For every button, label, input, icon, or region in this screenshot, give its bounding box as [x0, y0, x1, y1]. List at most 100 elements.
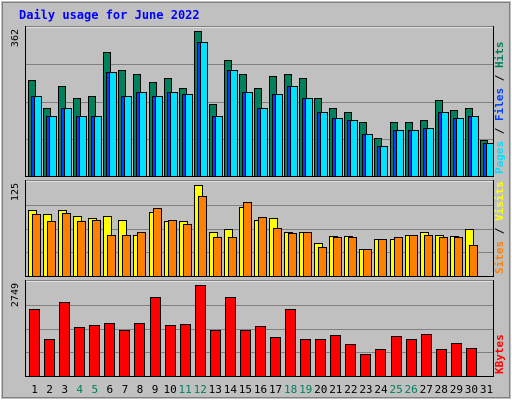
bar-kbytes [345, 344, 356, 377]
bar-pages [380, 146, 388, 177]
bar-sites [243, 202, 252, 277]
bar-sites [122, 235, 131, 277]
bar-kbytes [240, 330, 251, 377]
bar-sites [273, 228, 282, 277]
bar-pages [365, 134, 373, 177]
bar-sites [62, 213, 71, 277]
bar-sites [77, 221, 86, 277]
day-label: 4 [76, 383, 83, 396]
bar-kbytes [270, 337, 281, 377]
bar-sites [258, 217, 267, 277]
side-legend-middle: Sites / Visits [493, 181, 506, 274]
bar-sites [303, 232, 312, 277]
bar-pages [79, 116, 87, 177]
bar-sites [348, 237, 357, 277]
bar-pages [64, 108, 72, 177]
bar-kbytes [436, 349, 447, 377]
legend-sites: Sites [493, 241, 506, 274]
day-label: 14 [224, 383, 238, 396]
bar-pages [335, 118, 343, 177]
day-label: 5 [91, 383, 98, 396]
day-label: 22 [344, 383, 357, 396]
day-label: 13 [209, 383, 222, 396]
bar-kbytes [180, 324, 191, 377]
legend-kbytes: KBytes [493, 334, 506, 374]
day-label: 15 [239, 383, 252, 396]
bar-sites [333, 237, 342, 277]
bar-sites [107, 235, 116, 277]
bar-kbytes [391, 336, 402, 377]
bar-sites [378, 239, 387, 277]
bar-kbytes [225, 297, 236, 377]
day-label: 27 [420, 383, 433, 396]
legend-files: Files [493, 88, 506, 121]
bar-kbytes [330, 335, 341, 377]
panel-top: 362 Pages / Files / Hits [10, 26, 506, 177]
bar-pages [170, 92, 178, 177]
bar-kbytes [89, 325, 100, 377]
legend-hits: Hits [493, 42, 506, 69]
bar-kbytes [210, 330, 221, 377]
bar-pages [139, 92, 147, 177]
bar-pages [109, 72, 117, 177]
bar-pages [411, 130, 419, 177]
panel-bottom: 2749 KBytes [10, 280, 506, 377]
bar-sites [168, 220, 177, 277]
day-label: 26 [405, 383, 418, 396]
bar-sites [363, 249, 372, 277]
bar-kbytes [421, 334, 432, 377]
bar-sites [153, 208, 162, 277]
bar-sites [183, 224, 192, 277]
day-label: 8 [137, 383, 144, 396]
bar-kbytes [360, 354, 371, 377]
bar-pages [275, 94, 283, 177]
day-label: 9 [152, 383, 159, 396]
bar-pages [200, 42, 208, 177]
bar-pages [456, 118, 464, 177]
bar-kbytes [134, 323, 145, 377]
bar-kbytes [315, 339, 326, 377]
bar-sites [318, 247, 327, 277]
bar-sites [213, 237, 222, 277]
bar-sites [47, 221, 56, 277]
panel-middle: 125 Sites / Visits [10, 180, 506, 277]
bars-bottom [29, 285, 477, 377]
bar-kbytes [150, 297, 161, 377]
bar-kbytes [255, 326, 266, 377]
bar-pages [34, 96, 42, 177]
y-max-label: 362 [10, 29, 21, 47]
bar-sites [198, 196, 207, 277]
y-max-label: 2749 [10, 283, 21, 307]
bar-sites [137, 232, 146, 277]
bar-kbytes [451, 343, 462, 377]
bar-sites [439, 237, 448, 277]
bar-pages [185, 94, 193, 177]
bar-pages [94, 116, 102, 177]
bar-pages [230, 70, 238, 177]
bar-sites [454, 237, 463, 277]
day-label: 19 [299, 383, 312, 396]
bar-kbytes [300, 339, 311, 377]
side-legend-bottom: KBytes [493, 334, 506, 374]
bar-sites [394, 237, 403, 277]
bar-kbytes [44, 339, 55, 377]
bar-kbytes [74, 327, 85, 377]
day-label: 31 [480, 383, 493, 396]
bar-sites [288, 233, 297, 277]
chart-title: Daily usage for June 2022 [19, 8, 200, 22]
day-label: 20 [314, 383, 327, 396]
bar-pages [155, 96, 163, 177]
bar-pages [215, 116, 223, 177]
day-label: 21 [329, 383, 342, 396]
day-label: 18 [284, 383, 297, 396]
x-axis-labels: 1 2 3 4 5 6 7 8 9 10 11 12 13 14 15 16 17 18 19 20 21 22 23 24 2… [31, 383, 493, 396]
bar-sites [32, 214, 41, 277]
bar-pages [124, 96, 132, 177]
bar-pages [471, 116, 479, 177]
bar-sites [469, 245, 478, 277]
bar-kbytes [29, 309, 40, 377]
bar-kbytes [59, 302, 70, 377]
